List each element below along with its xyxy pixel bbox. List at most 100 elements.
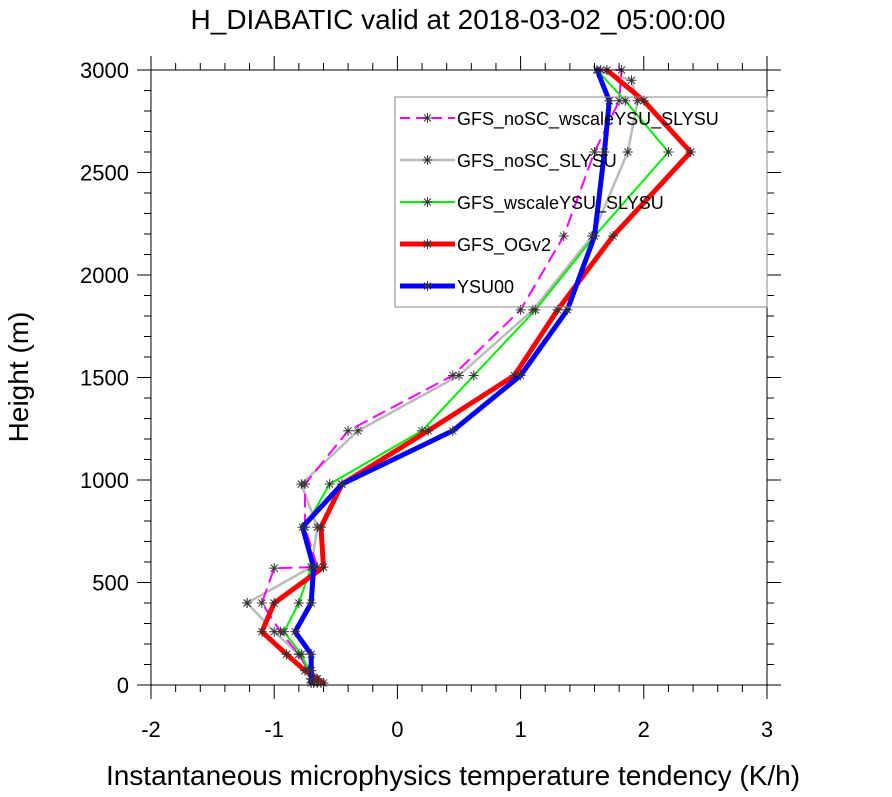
x-tick-label: 3 <box>761 717 773 742</box>
data-point-marker <box>589 231 600 242</box>
legend-box <box>394 96 768 308</box>
data-point-marker <box>318 562 329 573</box>
marker-stroke <box>590 148 599 156</box>
marker-stroke <box>516 371 525 380</box>
marker-stroke <box>510 371 519 380</box>
marker-stroke <box>282 650 291 659</box>
marker-stroke <box>423 156 432 164</box>
y-axis-label: Height (m) <box>3 312 34 443</box>
marker-stroke <box>270 627 279 636</box>
data-point-marker <box>663 147 674 157</box>
legend: GFS_noSC_wscaleYSU_SLYSU GFS_noSC_SLYSU GF… <box>394 96 768 308</box>
data-point-marker <box>316 522 327 533</box>
data-point-marker <box>468 370 479 381</box>
marker-stroke <box>313 674 322 683</box>
marker-stroke <box>258 599 266 607</box>
marker-stroke <box>424 426 433 435</box>
data-point-marker <box>296 649 307 660</box>
chart-title: H_DIABATIC valid at 2018-03-02_05:00:00 <box>191 4 726 35</box>
legend-label: GFS_noSC_SLYSU <box>457 151 617 172</box>
legend-marker <box>422 197 433 207</box>
marker-stroke <box>423 240 432 248</box>
series-line <box>260 69 623 684</box>
legend-label: GFS_wscaleYSU_SLYSU <box>457 193 664 214</box>
legend-marker <box>422 113 433 123</box>
legend-label: GFS_noSC_wscaleYSU_SLYSU <box>457 109 719 130</box>
series-ysu00 <box>290 65 615 688</box>
y-tick-label: 3000 <box>80 58 129 83</box>
marker-stroke <box>615 96 624 105</box>
data-point-marker <box>515 370 526 381</box>
marker-stroke <box>354 426 362 435</box>
data-point-marker <box>343 425 354 436</box>
data-point-marker <box>256 598 267 608</box>
marker-stroke <box>319 563 328 571</box>
marker-stroke <box>307 599 316 607</box>
marker-stroke <box>563 305 572 314</box>
x-tick-label: 1 <box>514 717 526 742</box>
marker-stroke <box>609 232 617 240</box>
x-axis-label: Instantaneous microphysics temperature t… <box>106 760 800 791</box>
marker-stroke <box>325 480 334 488</box>
data-point-marker <box>685 147 696 157</box>
data-point-marker <box>256 626 267 637</box>
marker-stroke <box>243 599 251 607</box>
series-line <box>283 69 670 684</box>
data-point-marker <box>336 479 347 490</box>
data-point-marker <box>269 563 280 574</box>
data-point-marker <box>599 147 610 157</box>
marker-stroke <box>423 282 432 290</box>
data-point-marker <box>589 147 600 157</box>
marker-stroke <box>317 523 325 532</box>
axis-ticks: -2 -1 0 1 2 3 0 500 1000 1500 2000 2500 3000 <box>80 56 781 742</box>
data-point-marker <box>242 598 253 608</box>
y-tick-label: 2500 <box>80 161 129 186</box>
marker-stroke <box>469 371 478 380</box>
marker-stroke <box>686 148 695 156</box>
marker-stroke <box>553 305 562 314</box>
marker-stroke <box>280 627 288 636</box>
legend-marker <box>422 155 433 165</box>
data-point-marker <box>297 522 308 533</box>
marker-stroke <box>531 305 540 314</box>
data-point-marker <box>626 75 637 86</box>
plot-frame <box>150 69 768 686</box>
data-point-marker <box>308 562 319 573</box>
marker-stroke <box>621 96 630 105</box>
marker-stroke <box>448 371 457 380</box>
data-point-marker <box>281 649 292 660</box>
marker-stroke <box>258 627 266 636</box>
data-point-marker <box>306 598 317 608</box>
data-point-marker <box>552 304 563 315</box>
marker-stroke <box>307 650 316 659</box>
marker-stroke <box>639 96 648 105</box>
legend-marker <box>422 281 433 291</box>
data-point-marker <box>300 665 310 676</box>
marker-stroke <box>338 480 346 488</box>
marker-stroke <box>600 148 609 156</box>
marker-stroke <box>605 96 614 105</box>
data-point-marker <box>622 147 633 157</box>
y-tick-label: 0 <box>117 673 129 698</box>
marker-stroke <box>448 426 457 435</box>
marker-stroke <box>307 666 316 675</box>
marker-stroke <box>623 148 632 156</box>
y-tick-label: 1000 <box>80 468 129 493</box>
marker-stroke <box>301 666 309 675</box>
marker-stroke <box>559 232 568 240</box>
marker-stroke <box>423 114 432 122</box>
series-line <box>292 67 612 686</box>
y-tick-label: 500 <box>92 571 129 596</box>
marker-stroke <box>307 674 316 683</box>
data-point-marker <box>447 370 458 381</box>
marker-stroke <box>297 650 306 659</box>
data-point-marker <box>423 425 434 436</box>
data-point-marker <box>352 425 363 436</box>
marker-stroke <box>423 198 432 206</box>
data-point-marker <box>447 425 458 436</box>
data-point-marker <box>300 479 310 490</box>
data-point-marker <box>293 598 304 608</box>
legend-marker <box>422 239 433 249</box>
legend-label: GFS_OGv2 <box>457 235 551 256</box>
